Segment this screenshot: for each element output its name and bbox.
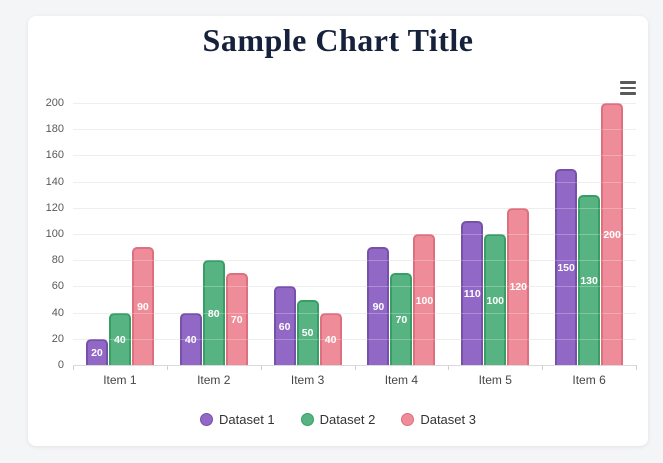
legend-label: Dataset 2 <box>319 412 376 427</box>
y-axis-tick-label: 200 <box>45 97 64 109</box>
y-axis-tick-label: 100 <box>45 228 64 240</box>
legend-item-dataset1[interactable]: Dataset 1 <box>200 412 275 427</box>
y-axis-tick-label: 60 <box>51 280 64 293</box>
x-axis-tick <box>448 365 450 370</box>
legend-label: Dataset 3 <box>420 412 476 427</box>
bar-dataset3-item5[interactable]: 120 <box>507 207 530 365</box>
gridline-overlay <box>73 338 636 340</box>
bar-dataset1-item1[interactable]: 20 <box>85 338 108 365</box>
context-menu-button[interactable] <box>617 78 639 98</box>
gridline <box>73 129 636 131</box>
gridline <box>73 207 636 209</box>
plot-area: 0 20 40 60 80 100 120 140 160 180 200 Item 1 20 40 90 I… <box>46 97 637 387</box>
legend-marker-icon <box>300 413 314 426</box>
bar-value-label: 50 <box>301 327 314 340</box>
bar-dataset2-item5[interactable]: 100 <box>484 234 507 365</box>
bar-value-label: 80 <box>207 307 220 320</box>
bar-dataset2-item4[interactable]: 70 <box>390 273 413 365</box>
gridline <box>73 103 636 104</box>
bar-dataset2-item1[interactable]: 40 <box>108 312 131 365</box>
x-axis-tick <box>260 365 262 370</box>
bar-dataset3-item2[interactable]: 70 <box>225 273 248 365</box>
bar-value-label: 150 <box>557 261 575 274</box>
gridline-overlay <box>73 260 636 262</box>
bar-dataset1-item3[interactable]: 60 <box>273 286 296 365</box>
bar-dataset2-item2[interactable]: 80 <box>202 260 225 365</box>
bar-value-label: 130 <box>580 274 598 287</box>
x-axis-category-label: Item 6 <box>572 373 606 387</box>
y-axis-tick-label: 40 <box>51 306 64 319</box>
bar-dataset3-item6[interactable]: 200 <box>601 103 624 365</box>
x-axis-tick <box>542 365 544 370</box>
legend-marker-icon <box>401 413 415 426</box>
gridline-overlay <box>73 129 636 131</box>
gridline <box>73 312 636 314</box>
x-axis-line <box>73 365 636 366</box>
bar-value-label: 90 <box>372 301 385 314</box>
legend-marker-icon <box>200 413 214 426</box>
gridline-overlay <box>73 286 636 288</box>
gridline-overlay <box>73 207 636 209</box>
chart-title: Sample Chart Title <box>202 22 474 58</box>
gridline <box>73 234 636 235</box>
bar-value-label: 90 <box>137 301 149 314</box>
y-axis-tick-label: 120 <box>45 201 64 214</box>
bar-dataset3-item4[interactable]: 100 <box>413 234 436 365</box>
y-axis-tick-label: 80 <box>51 254 64 267</box>
gridline-overlay <box>73 155 636 157</box>
chart-card: Sample Chart Title 0 20 40 60 80 100 120 140 160… <box>28 16 648 446</box>
gridline <box>73 260 636 262</box>
bar-value-label: 20 <box>91 346 103 359</box>
bar-value-label: 40 <box>184 333 197 346</box>
gridline <box>73 338 636 340</box>
gridline-overlay <box>73 234 636 235</box>
bar-dataset1-item4[interactable]: 90 <box>367 247 390 365</box>
x-axis-category-label: Item 5 <box>478 373 512 387</box>
gridline-overlay <box>73 103 636 104</box>
gridline <box>73 181 636 183</box>
x-axis-category-label: Item 3 <box>290 373 325 387</box>
gridline-overlay <box>73 312 636 314</box>
legend-item-dataset3[interactable]: Dataset 3 <box>401 412 476 427</box>
bar-value-label: 200 <box>603 229 621 241</box>
bar-dataset1-item6[interactable]: 150 <box>555 168 578 365</box>
bar-value-label: 100 <box>415 294 434 307</box>
y-axis-tick-label: 160 <box>45 149 64 162</box>
bar-value-label: 100 <box>486 294 505 307</box>
bar-value-label: 70 <box>230 314 243 327</box>
bar-dataset2-item6[interactable]: 130 <box>578 194 601 365</box>
gridline <box>73 155 636 157</box>
bar-dataset3-item3[interactable]: 40 <box>319 312 342 365</box>
x-axis-category-label: Item 2 <box>197 373 231 387</box>
y-axis-tick-label: 140 <box>45 175 64 188</box>
gridline <box>73 286 636 288</box>
bar-dataset1-item2[interactable]: 40 <box>179 312 202 365</box>
bar-value-label: 120 <box>509 281 528 294</box>
bar-value-label: 40 <box>324 333 337 346</box>
x-axis-category-label: Item 1 <box>103 373 137 387</box>
bar-value-label: 60 <box>278 320 291 333</box>
bar-value-label: 70 <box>395 314 408 327</box>
legend: Dataset 1 Dataset 2 Dataset 3 <box>28 412 648 427</box>
x-axis-tick <box>166 365 168 370</box>
x-axis-tick <box>73 365 74 370</box>
x-axis-tick <box>354 365 356 370</box>
y-axis-tick-label: 20 <box>51 332 64 345</box>
bar-value-label: 40 <box>114 333 126 346</box>
y-axis-tick-label: 180 <box>45 123 64 136</box>
bar-value-label: 110 <box>463 287 481 300</box>
gridline-overlay <box>73 181 636 183</box>
bar-dataset3-item1[interactable]: 90 <box>131 247 154 365</box>
bar-dataset2-item3[interactable]: 50 <box>296 299 319 365</box>
x-axis-category-label: Item 4 <box>384 373 419 387</box>
legend-item-dataset2[interactable]: Dataset 2 <box>300 412 376 427</box>
bar-dataset1-item5[interactable]: 110 <box>461 220 484 365</box>
y-axis-tick-label: 0 <box>57 359 64 371</box>
x-axis-tick <box>636 365 637 370</box>
legend-label: Dataset 1 <box>219 412 275 427</box>
